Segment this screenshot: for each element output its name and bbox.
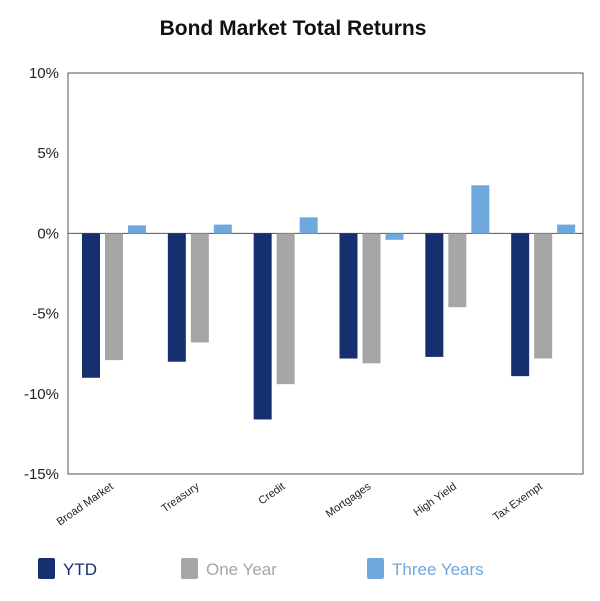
- bar-ytd: [425, 233, 444, 357]
- legend: YTD One Year Three Years: [38, 558, 484, 579]
- y-tick-label: -15%: [24, 466, 59, 483]
- bar-one-year: [276, 233, 295, 385]
- legend-label: One Year: [206, 560, 277, 579]
- x-axis-ticks: Broad Market Treasury Credit Mortgages High …: [55, 480, 545, 528]
- y-axis-ticks: 10% 5% 0% -5% -10% -15%: [24, 65, 59, 483]
- x-tick-label: High Yield: [412, 481, 459, 519]
- bars-group: [82, 185, 576, 420]
- bar-three-years: [299, 217, 318, 234]
- x-tick-label: Treasury: [159, 480, 202, 515]
- bar-three-years: [557, 224, 576, 234]
- bar-one-year: [534, 233, 553, 359]
- bar-ytd: [82, 233, 100, 378]
- bar-one-year: [105, 233, 123, 361]
- legend-swatch: [367, 558, 384, 579]
- legend-swatch: [38, 558, 55, 579]
- bar-ytd: [511, 233, 530, 377]
- y-tick-label: 0%: [37, 225, 59, 242]
- x-tick-label: Broad Market: [55, 481, 116, 529]
- legend-label: YTD: [63, 560, 97, 579]
- legend-swatch: [181, 558, 198, 579]
- y-tick-label: 5%: [37, 145, 59, 162]
- x-tick-label: Mortgages: [324, 480, 374, 520]
- bar-one-year: [448, 233, 467, 308]
- bar-one-year: [362, 233, 381, 364]
- legend-label: Three Years: [392, 560, 484, 579]
- x-tick-label: Credit: [256, 481, 287, 508]
- bar-three-years: [471, 185, 490, 234]
- bar-three-years: [385, 233, 404, 240]
- y-tick-label: -5%: [32, 306, 59, 323]
- plot-border: [67, 72, 584, 475]
- bar-three-years: [213, 224, 232, 234]
- bar-ytd: [253, 233, 272, 420]
- bar-ytd: [167, 233, 186, 362]
- y-tick-label: -10%: [24, 386, 59, 403]
- chart-title: Bond Market Total Returns: [160, 17, 427, 40]
- bar-ytd: [339, 233, 358, 359]
- plot-frame: [67, 72, 584, 475]
- x-tick-label: Tax Exempt: [491, 481, 545, 524]
- bar-one-year: [190, 233, 209, 343]
- bar-three-years: [128, 225, 146, 234]
- y-tick-label: 10%: [29, 65, 59, 82]
